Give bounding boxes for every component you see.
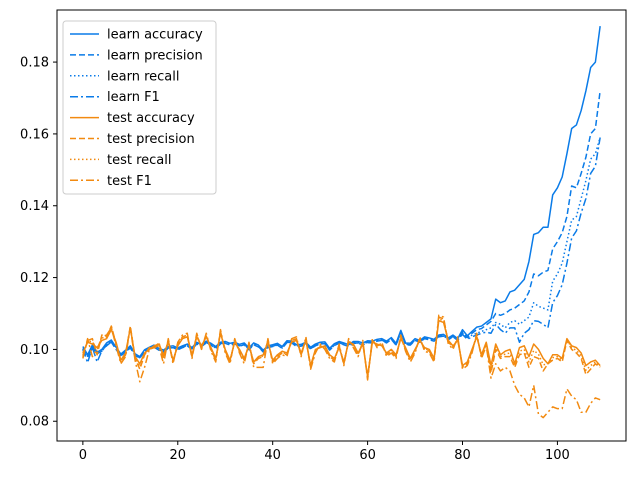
y-tick-label: 0.08 <box>20 415 49 430</box>
x-tick-label: 60 <box>359 448 376 463</box>
legend: learn accuracy learn precision learn recal… <box>62 20 217 195</box>
y-tick-label: 0.14 <box>20 199 49 214</box>
plot-area <box>82 26 601 419</box>
legend-box <box>62 20 217 195</box>
x-tick-label: 40 <box>264 448 281 463</box>
axes: 0 20 40 60 80 100 0.08 0.10 0.12 0.14 0.16 0.18 <box>20 9 627 463</box>
y-tick-label: 0.10 <box>20 343 49 358</box>
x-tick-label: 20 <box>170 448 187 463</box>
legend-label: test accuracy <box>107 111 195 126</box>
x-tick-label: 0 <box>79 448 87 463</box>
legend-label: learn accuracy <box>107 28 203 43</box>
x-tick-label: 100 <box>545 448 570 463</box>
legend-label: test precision <box>107 132 195 147</box>
y-tick-label: 0.12 <box>20 271 49 286</box>
legend-label: learn recall <box>107 69 179 84</box>
axes-frame <box>56 9 627 442</box>
legend-label: test F1 <box>107 174 152 189</box>
y-tick-label: 0.16 <box>20 127 49 142</box>
legend-label: learn F1 <box>107 90 160 105</box>
legend-label: learn precision <box>107 48 203 63</box>
y-tick-label: 0.18 <box>20 56 49 71</box>
legend-label: test recall <box>107 153 172 168</box>
series-line-test-f1 <box>82 314 601 419</box>
x-tick-label: 80 <box>454 448 471 463</box>
